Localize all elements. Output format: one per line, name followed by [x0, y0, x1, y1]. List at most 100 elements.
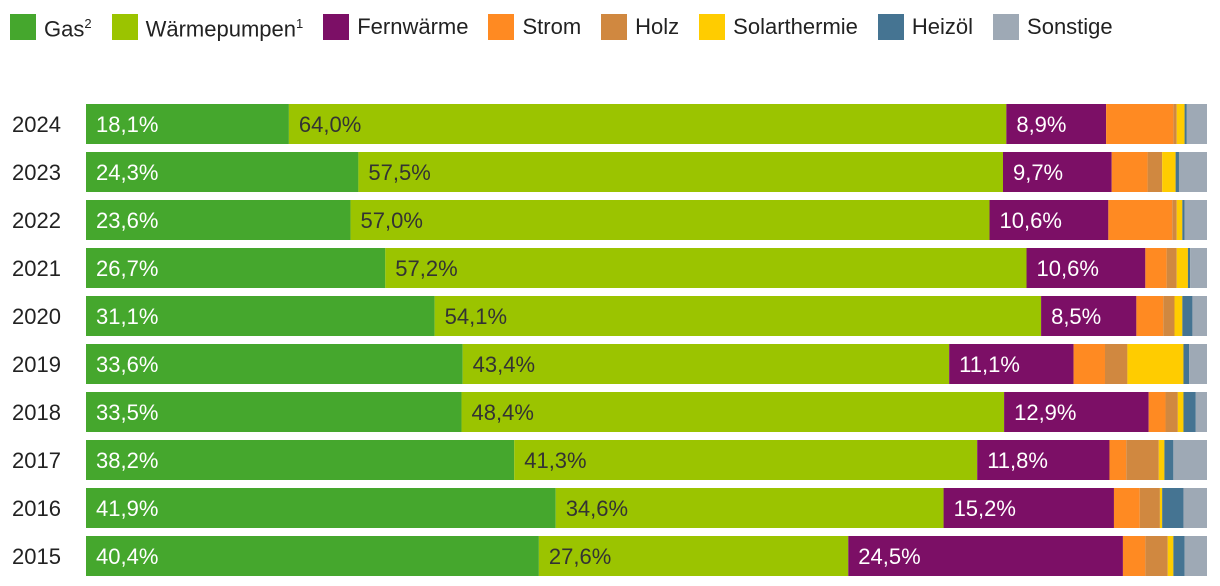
data-label-waermepumpen-2019: 43,4% — [473, 352, 535, 377]
legend-swatch — [601, 13, 628, 40]
bar-segment-solarthermie-2020 — [1174, 296, 1183, 336]
data-label-waermepumpen-2015: 27,6% — [549, 544, 611, 569]
bar-segment-sonstige-2017 — [1173, 440, 1207, 480]
legend-footnote-marker: 2 — [84, 16, 92, 31]
legend-footnote-marker: 1 — [295, 16, 304, 31]
data-label-gas-2017: 38,2% — [96, 448, 158, 473]
legend-item-sonstige: Sonstige — [993, 10, 1113, 43]
bar-segment-gas-2024 — [86, 104, 289, 144]
data-label-gas-2016: 41,9% — [96, 496, 158, 521]
bar-segment-waermepumpen-2015 — [538, 536, 849, 576]
data-label-waermepumpen-2020: 54,1% — [445, 304, 507, 329]
legend-swatch — [877, 13, 904, 40]
bar-segment-strom-2022 — [1108, 200, 1173, 240]
data-label-waermepumpen-2022: 57,0% — [361, 208, 423, 233]
bar-segment-heizoel-2015 — [1173, 536, 1185, 576]
data-label-gas-2019: 33,6% — [96, 352, 158, 377]
bar-segment-fernwaerme-2023 — [1002, 152, 1112, 192]
bar-segment-heizoel-2024 — [1184, 104, 1187, 144]
bar-segment-gas-2016 — [86, 488, 556, 528]
bar-segment-strom-2016 — [1113, 488, 1140, 528]
bar-segment-sonstige-2021 — [1190, 248, 1207, 288]
bar-segment-waermepumpen-2020 — [434, 296, 1042, 336]
bar-segment-sonstige-2022 — [1184, 200, 1207, 240]
y-tick-label: 2019 — [12, 352, 61, 377]
bar-segment-strom-2021 — [1145, 248, 1167, 288]
data-label-fernwaerme-2018: 12,9% — [1014, 400, 1076, 425]
bar-segment-strom-2020 — [1136, 296, 1164, 336]
y-tick-label: 2021 — [12, 256, 61, 281]
y-tick-label: 2023 — [12, 160, 61, 185]
legend-item-solarthermie: Solarthermie — [699, 10, 858, 43]
data-label-waermepumpen-2024: 64,0% — [299, 112, 361, 137]
bar-segment-gas-2022 — [86, 200, 351, 240]
bar-segment-strom-2024 — [1106, 104, 1174, 144]
data-label-gas-2020: 31,1% — [96, 304, 158, 329]
bar-segment-waermepumpen-2017 — [514, 440, 978, 480]
bar-segment-sonstige-2019 — [1189, 344, 1207, 384]
bar-segment-strom-2017 — [1109, 440, 1127, 480]
legend-swatch — [111, 13, 138, 40]
bar-segment-solarthermie-2018 — [1177, 392, 1184, 432]
bar-segment-waermepumpen-2022 — [350, 200, 990, 240]
legend-item-gas: Gas2 — [10, 10, 92, 43]
bar-segment-strom-2019 — [1073, 344, 1105, 384]
legend-swatch — [699, 13, 726, 40]
bar-segment-holz-2021 — [1166, 248, 1177, 288]
bar-segment-holz-2022 — [1172, 200, 1177, 240]
bar-segment-heizoel-2022 — [1182, 200, 1185, 240]
legend-item-heizoel: Heizöl — [877, 10, 974, 43]
data-label-fernwaerme-2021: 10,6% — [1037, 256, 1099, 281]
legend-item-strom: Strom — [488, 10, 581, 43]
data-label-fernwaerme-2015: 24,5% — [858, 544, 920, 569]
bar-segment-solarthermie-2024 — [1176, 104, 1185, 144]
bar-segment-gas-2023 — [86, 152, 359, 192]
bar-segment-sonstige-2024 — [1186, 104, 1207, 144]
data-label-gas-2015: 40,4% — [96, 544, 158, 569]
bar-segment-fernwaerme-2018 — [1004, 392, 1149, 432]
bar-segment-holz-2016 — [1139, 488, 1160, 528]
bar-segment-sonstige-2016 — [1183, 488, 1207, 528]
data-label-waermepumpen-2017: 41,3% — [524, 448, 586, 473]
legend-label: Solarthermie — [733, 13, 858, 39]
bar-segment-gas-2019 — [86, 344, 463, 384]
bar-segment-solarthermie-2015 — [1167, 536, 1174, 576]
data-label-fernwaerme-2024: 8,9% — [1016, 112, 1066, 137]
data-label-gas-2021: 26,7% — [96, 256, 158, 281]
bar-segment-holz-2020 — [1163, 296, 1175, 336]
legend-swatch — [323, 13, 350, 40]
data-label-gas-2022: 23,6% — [96, 208, 158, 233]
bar-segment-waermepumpen-2021 — [385, 248, 1027, 288]
bar-segment-holz-2024 — [1173, 104, 1177, 144]
bar-segment-gas-2015 — [86, 536, 539, 576]
data-label-fernwaerme-2017: 11,8% — [987, 448, 1048, 473]
chart-legend: Gas2 Wärmepumpen1 Fernwärme Strom Holz Solart… — [10, 10, 1160, 43]
bar-segment-strom-2015 — [1122, 536, 1146, 576]
bar-segment-waermepumpen-2024 — [288, 104, 1007, 144]
y-tick-label: 2024 — [12, 112, 61, 137]
data-label-gas-2023: 24,3% — [96, 160, 158, 185]
legend-item-holz: Holz — [601, 10, 679, 43]
bar-segment-holz-2023 — [1147, 152, 1163, 192]
data-label-waermepumpen-2023: 57,5% — [368, 160, 430, 185]
data-label-gas-2024: 18,1% — [96, 112, 158, 137]
data-label-waermepumpen-2021: 57,2% — [395, 256, 457, 281]
bar-segment-holz-2015 — [1145, 536, 1168, 576]
bar-segment-heizoel-2019 — [1183, 344, 1190, 384]
legend-label: Holz — [635, 13, 680, 39]
data-label-gas-2018: 33,5% — [96, 400, 158, 425]
y-tick-label: 2015 — [12, 544, 61, 569]
bar-segment-fernwaerme-2016 — [943, 488, 1114, 528]
bar-segment-heizoel-2016 — [1162, 488, 1184, 528]
bar-segment-sonstige-2015 — [1184, 536, 1207, 576]
legend-item-fernwaerme: Fernwärme — [323, 10, 468, 43]
bar-segment-heizoel-2018 — [1183, 392, 1196, 432]
legend-swatch — [993, 13, 1020, 40]
legend-swatch — [10, 13, 36, 40]
bar-segment-fernwaerme-2017 — [977, 440, 1110, 480]
bar-segment-solarthermie-2022 — [1176, 200, 1183, 240]
bar-segment-gas-2021 — [86, 248, 386, 288]
legend-label: Heizöl — [911, 13, 974, 39]
y-tick-label: 2016 — [12, 496, 61, 521]
data-label-waermepumpen-2016: 34,6% — [566, 496, 628, 521]
